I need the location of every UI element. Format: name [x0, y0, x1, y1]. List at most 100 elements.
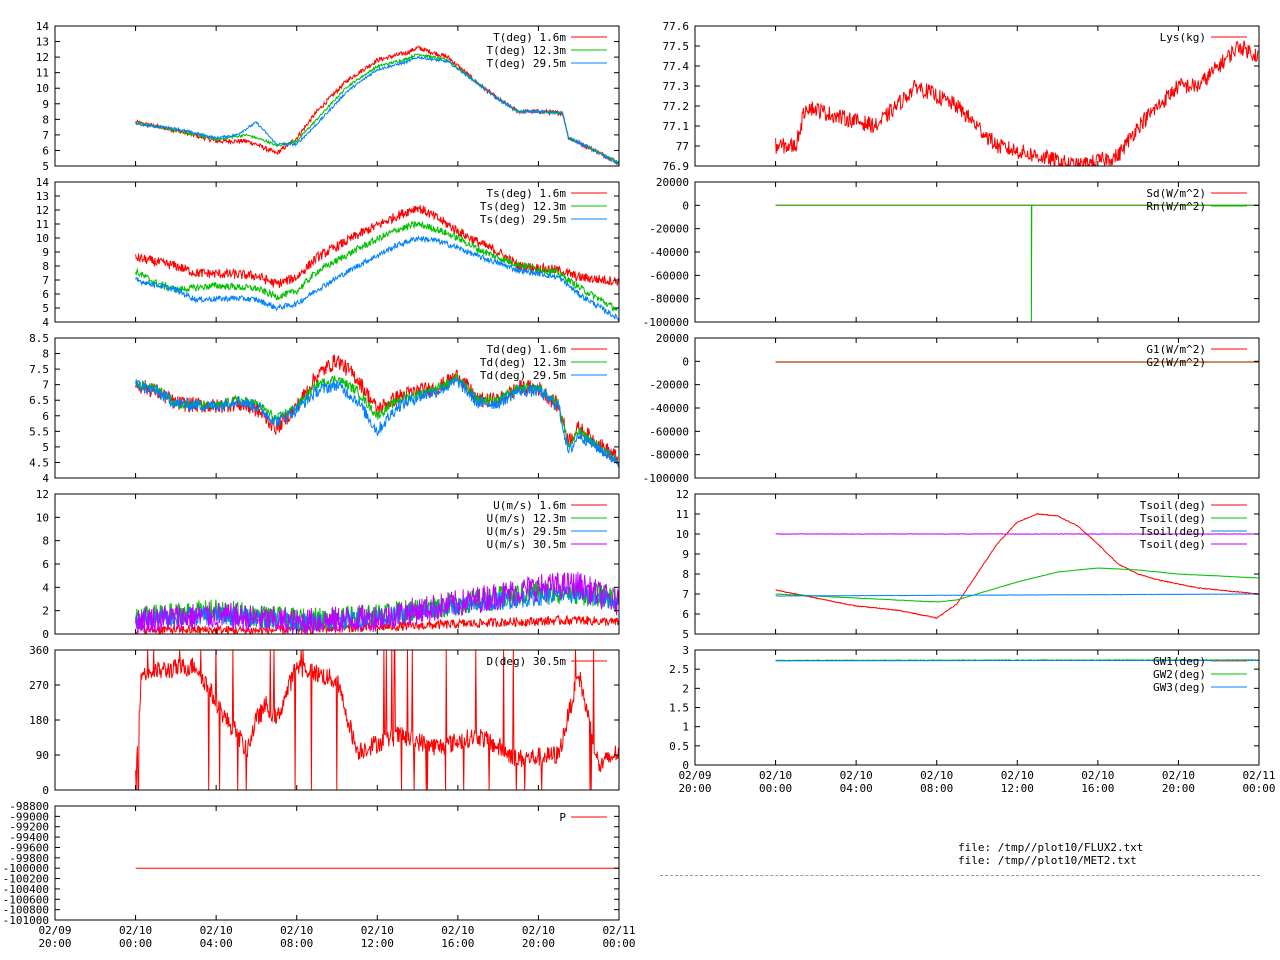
legend-label: P [559, 811, 566, 824]
file-met: file: /tmp//plot10/MET2.txt [958, 854, 1137, 867]
y-tick-label: -99800 [9, 852, 49, 865]
y-tick-label: 0 [682, 759, 689, 772]
panel-rad: -100000 -80000 -60000 -40000 -20000 0 20000 Sd(… [643, 176, 1260, 329]
series-lys-0 [775, 40, 1259, 166]
y-tick-label: 13 [36, 36, 49, 49]
x-tick-label: 20:00 [38, 937, 71, 950]
file-info: file: /tmp//plot10/FLUX2.txt file: /tmp//… [958, 841, 1143, 867]
x-tick-label: 02/10 [119, 924, 152, 937]
x-tick-label: 16:00 [441, 937, 474, 950]
x-tick-label: 02/09 [678, 769, 711, 782]
y-tick-label: 10 [36, 511, 49, 524]
y-tick-label: 77.4 [663, 60, 690, 73]
y-tick-label: 7 [682, 588, 689, 601]
file-flux: file: /tmp//plot10/FLUX2.txt [958, 841, 1144, 854]
y-tick-label: 11 [676, 508, 689, 521]
legend-label: Ts(deg) 29.5m [480, 213, 566, 226]
panel-p: -101000-100800-100600-100400-100200-1000… [3, 800, 636, 950]
y-tick-label: 20000 [656, 332, 689, 345]
y-tick-label: 5 [42, 160, 49, 173]
y-tick-label: 13 [36, 190, 49, 203]
y-tick-label: 14 [36, 176, 50, 189]
y-tick-label: -98800 [9, 800, 49, 813]
panel-frame [694, 493, 1260, 635]
legend-label: U(m/s) 12.3m [487, 512, 567, 525]
y-tick-label: 0 [42, 628, 49, 641]
y-tick-label: 5 [42, 302, 49, 315]
x-tick-label: 02/10 [441, 924, 474, 937]
y-tick-label: 6 [42, 558, 49, 571]
y-tick-label: 9 [42, 246, 49, 259]
y-tick-label: 2.5 [669, 663, 689, 676]
series-rad-1 [775, 204, 1259, 322]
y-tick-label: -100800 [3, 904, 49, 917]
x-tick-label: 02/10 [840, 769, 873, 782]
y-tick-label: 77.2 [663, 100, 690, 113]
y-tick-label: 77.6 [663, 20, 690, 33]
y-tick-label: 6.5 [29, 394, 49, 407]
legend-label: Tsoil(deg) [1140, 499, 1206, 512]
series-u-3 [135, 571, 619, 634]
panel-g: -100000 -80000 -60000 -40000 -20000 0 20000 G1(… [643, 332, 1260, 485]
legend-label: G2(W/m^2) [1146, 356, 1206, 369]
y-tick-label: 7 [42, 379, 49, 392]
x-tick-label: 20:00 [678, 782, 711, 795]
y-tick-label: 9 [682, 548, 689, 561]
y-tick-label: -60000 [649, 269, 689, 282]
x-tick-label: 16:00 [1081, 782, 1114, 795]
legend-label: GW3(deg) [1153, 681, 1206, 694]
x-tick-label: 08:00 [920, 782, 953, 795]
legend-label: Ts(deg) 12.3m [480, 200, 566, 213]
legend-label: Td(deg) 12.3m [480, 356, 566, 369]
y-tick-label: -100200 [3, 873, 49, 886]
y-tick-label: 270 [29, 679, 49, 692]
y-tick-label: 0.5 [669, 740, 689, 753]
y-tick-label: 8 [42, 260, 49, 273]
y-tick-label: 76.9 [663, 160, 690, 173]
y-tick-label: -99600 [9, 841, 49, 854]
panel-frame [54, 337, 620, 479]
y-tick-label: -20000 [649, 379, 689, 392]
panel-tsoil: 56789101112Tsoil(deg)Tsoil(deg)Tsoil(deg… [676, 488, 1260, 641]
y-tick-label: 2 [682, 682, 689, 695]
x-tick-label: 02/10 [522, 924, 555, 937]
series-td-1 [135, 374, 619, 465]
legend-label: GW2(deg) [1153, 668, 1206, 681]
y-tick-label: 6 [42, 410, 49, 423]
x-tick-label: 08:00 [280, 937, 313, 950]
x-tick-label: 02/11 [602, 924, 635, 937]
series-ts-1 [135, 220, 619, 312]
legend-label: U(m/s) 30.5m [487, 538, 567, 551]
y-tick-label: 5 [42, 441, 49, 454]
legend-label: Sd(W/m^2) [1146, 187, 1206, 200]
panel-gw: 00.511.522.5302/0920:0002/1000:0002/1004… [669, 644, 1275, 795]
y-tick-label: 12 [36, 51, 49, 64]
y-tick-label: 10 [36, 232, 49, 245]
x-tick-label: 02/11 [1242, 769, 1275, 782]
legend-label: U(m/s) 29.5m [487, 525, 567, 538]
y-tick-label: 3 [682, 644, 689, 657]
y-tick-label: 11 [36, 218, 49, 231]
y-tick-label: -20000 [649, 223, 689, 236]
panel-d: 0 90 180 270 360 D(deg) 30.5m [29, 644, 620, 797]
y-tick-label: -99400 [9, 831, 49, 844]
x-tick-label: 02/10 [361, 924, 394, 937]
y-tick-label: 7.5 [29, 363, 49, 376]
legend-label: Tsoil(deg) [1140, 525, 1206, 538]
y-tick-label: 8 [42, 535, 49, 548]
y-tick-label: 1.5 [669, 702, 689, 715]
y-tick-label: 4 [42, 472, 49, 485]
y-tick-label: 2 [42, 605, 49, 618]
series-tsoil-0 [775, 513, 1259, 619]
panel-frame [54, 805, 620, 921]
legend-label: Tsoil(deg) [1140, 512, 1206, 525]
legend-label: Td(deg) 1.6m [487, 343, 567, 356]
y-tick-label: 180 [29, 714, 49, 727]
series-tsoil-1 [775, 567, 1259, 603]
y-tick-label: 4.5 [29, 456, 49, 469]
legend-label: U(m/s) 1.6m [493, 499, 566, 512]
x-tick-label: 12:00 [1001, 782, 1034, 795]
legend-label: Lys(kg) [1160, 31, 1206, 44]
y-tick-label: 12 [36, 204, 49, 217]
